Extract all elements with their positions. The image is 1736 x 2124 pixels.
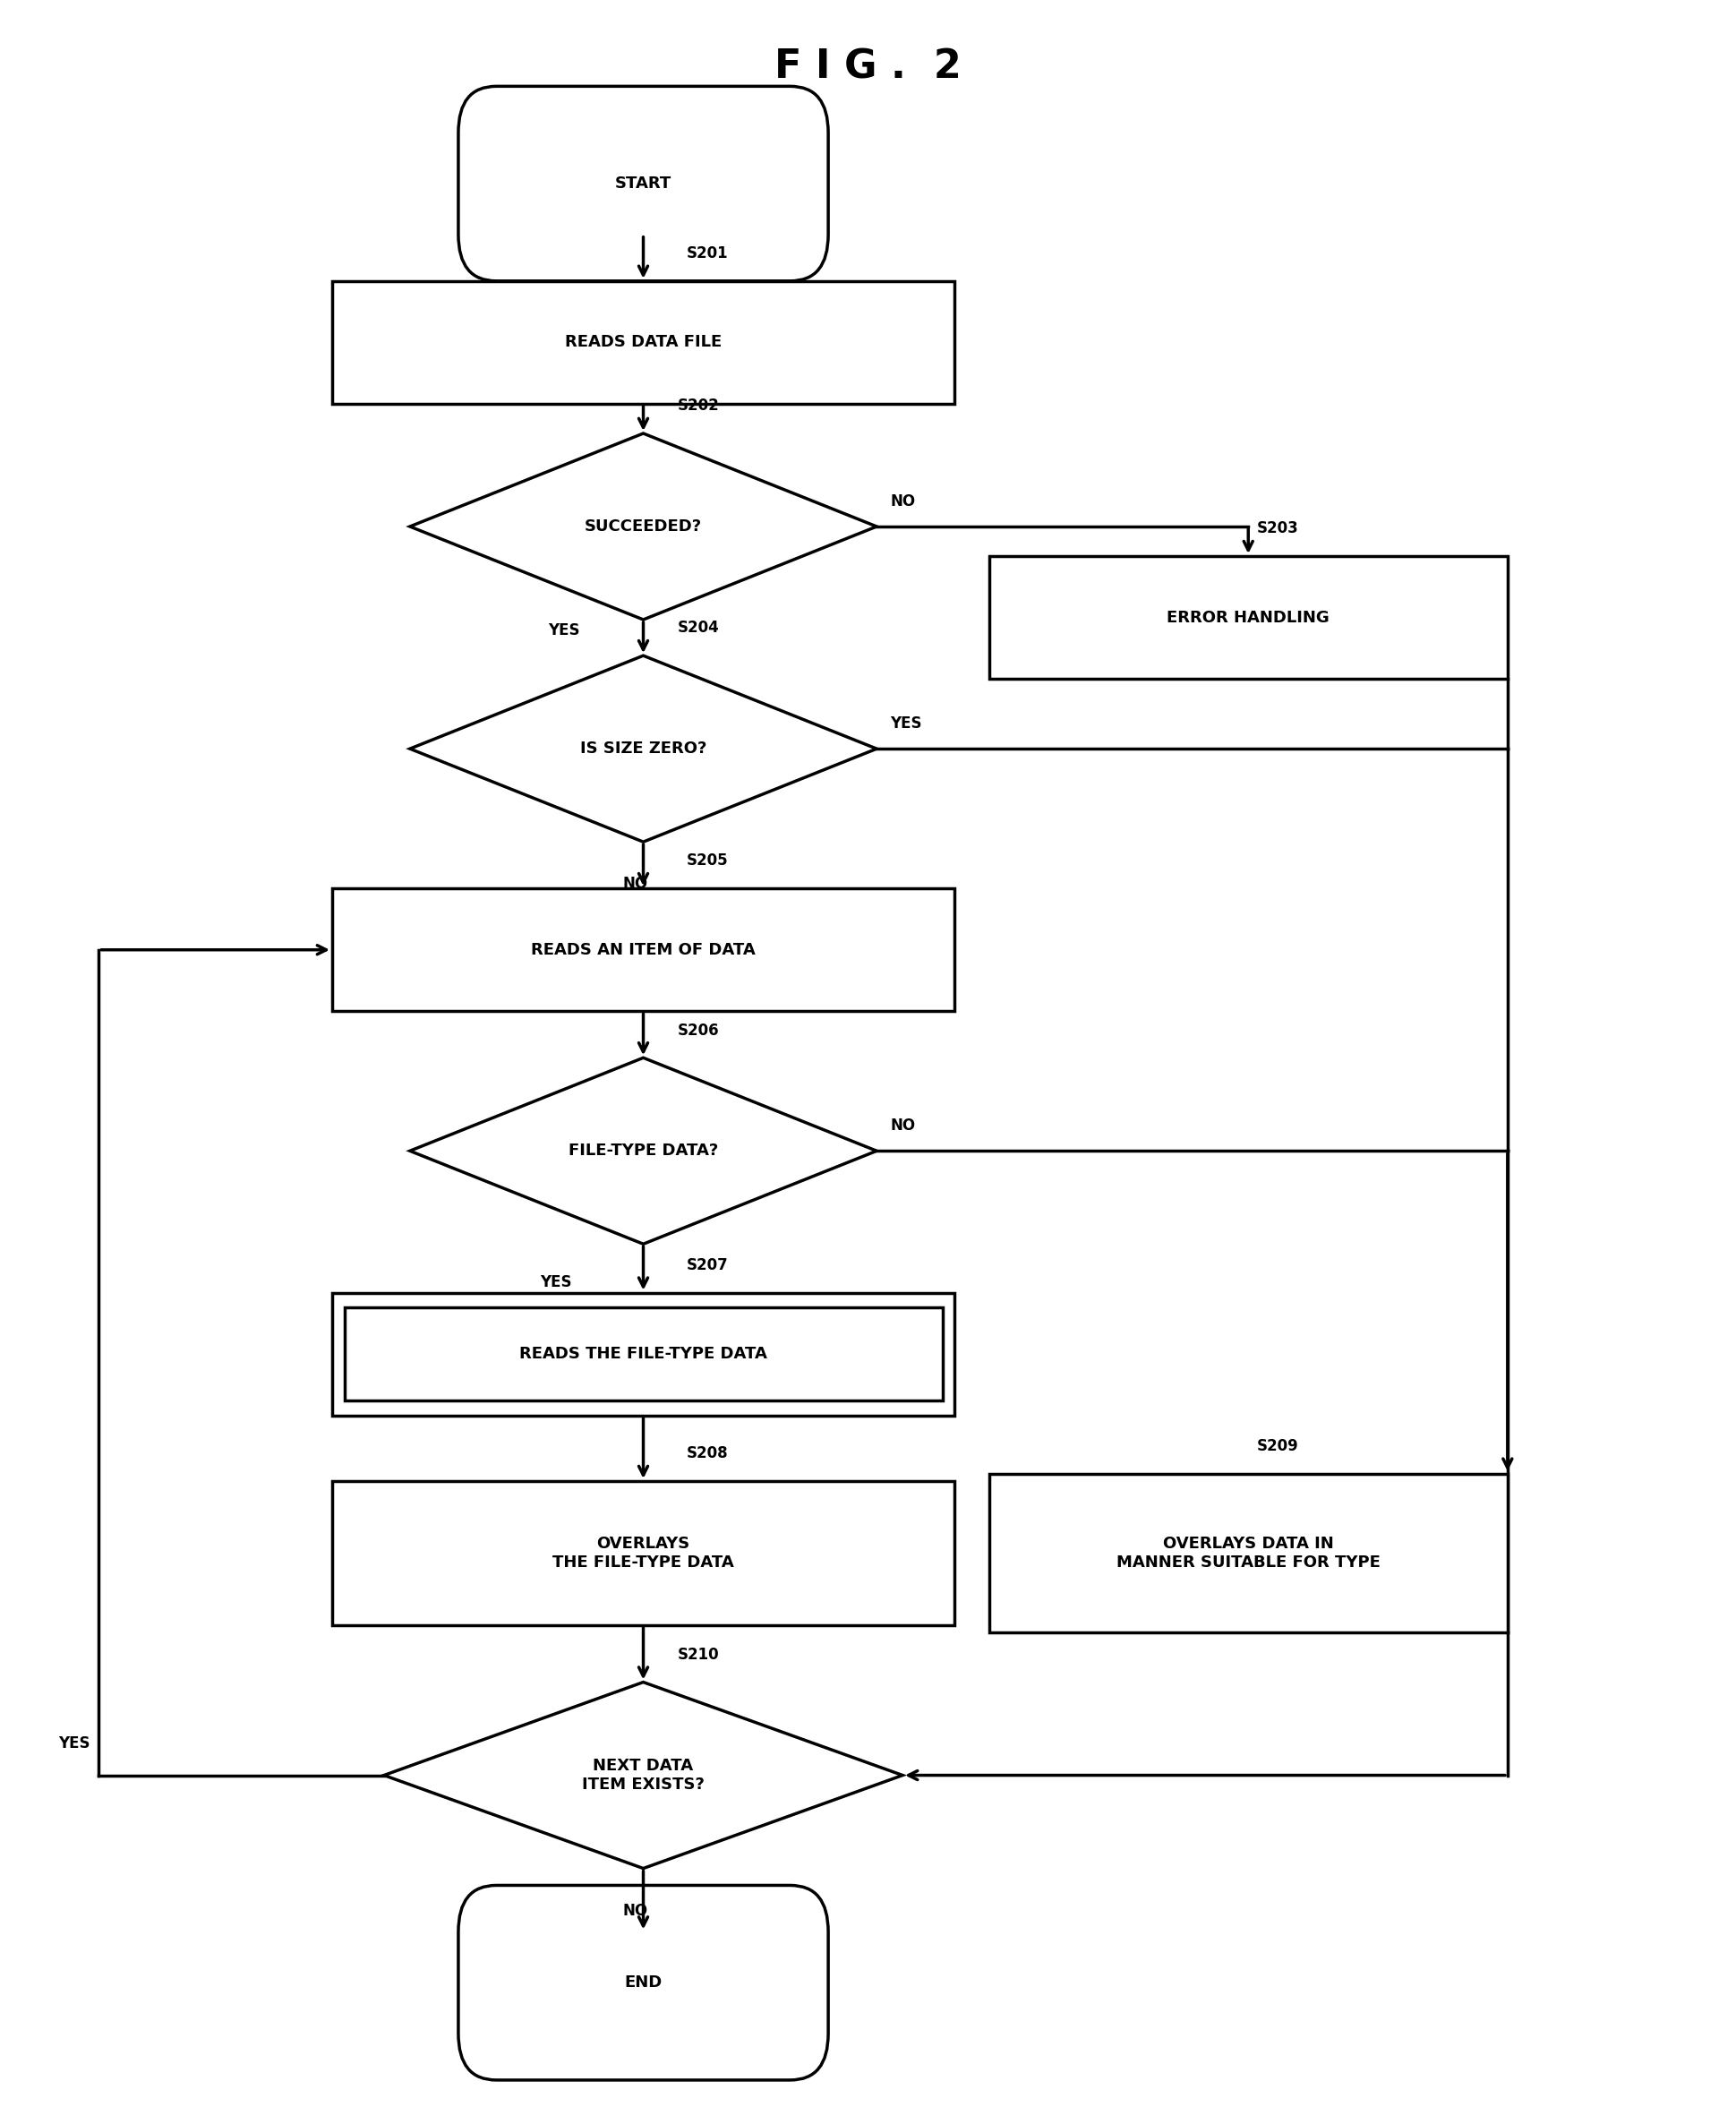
Text: NO: NO: [623, 877, 648, 892]
Text: YES: YES: [59, 1735, 90, 1752]
Text: READS THE FILE-TYPE DATA: READS THE FILE-TYPE DATA: [519, 1347, 767, 1361]
Text: READS DATA FILE: READS DATA FILE: [564, 333, 722, 350]
Text: READS AN ITEM OF DATA: READS AN ITEM OF DATA: [531, 941, 755, 958]
Bar: [344, 1308, 943, 1400]
Text: S202: S202: [677, 397, 720, 414]
Bar: [332, 888, 955, 1011]
Text: NO: NO: [891, 1117, 915, 1134]
Bar: [332, 1294, 955, 1415]
Text: NO: NO: [891, 493, 915, 510]
Polygon shape: [410, 433, 877, 620]
Text: YES: YES: [891, 716, 922, 731]
Text: NEXT DATA
ITEM EXISTS?: NEXT DATA ITEM EXISTS?: [582, 1759, 705, 1793]
Text: FILE-TYPE DATA?: FILE-TYPE DATA?: [568, 1143, 719, 1160]
Text: S206: S206: [677, 1022, 720, 1039]
Polygon shape: [410, 1058, 877, 1245]
Bar: [990, 1474, 1507, 1633]
Text: S207: S207: [686, 1257, 729, 1272]
Text: S208: S208: [686, 1446, 727, 1461]
Text: S201: S201: [686, 246, 727, 261]
Text: S209: S209: [1257, 1438, 1299, 1455]
Polygon shape: [384, 1682, 903, 1869]
Text: YES: YES: [549, 622, 580, 639]
Text: ERROR HANDLING: ERROR HANDLING: [1167, 610, 1330, 627]
Text: OVERLAYS DATA IN
MANNER SUITABLE FOR TYPE: OVERLAYS DATA IN MANNER SUITABLE FOR TYP…: [1116, 1536, 1380, 1570]
Text: SUCCEEDED?: SUCCEEDED?: [585, 518, 701, 535]
Text: S205: S205: [686, 854, 727, 869]
Text: S210: S210: [677, 1646, 720, 1663]
FancyBboxPatch shape: [458, 87, 828, 280]
Text: START: START: [615, 176, 672, 191]
Text: F I G .  2: F I G . 2: [774, 49, 962, 87]
Text: YES: YES: [540, 1274, 571, 1289]
Text: S203: S203: [1257, 520, 1299, 537]
Polygon shape: [410, 656, 877, 841]
Bar: [332, 280, 955, 404]
FancyBboxPatch shape: [458, 1886, 828, 2079]
Text: OVERLAYS
THE FILE-TYPE DATA: OVERLAYS THE FILE-TYPE DATA: [552, 1536, 734, 1570]
Text: NO: NO: [623, 1903, 648, 1918]
Text: END: END: [625, 1975, 661, 1990]
Text: IS SIZE ZERO?: IS SIZE ZERO?: [580, 741, 707, 756]
Bar: [990, 556, 1507, 680]
Text: S204: S204: [677, 620, 720, 637]
Bar: [332, 1480, 955, 1625]
